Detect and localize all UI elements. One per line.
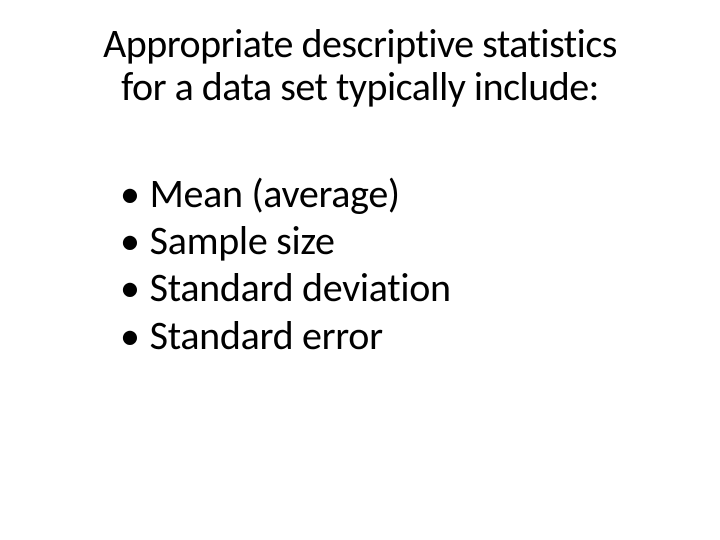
bullet-text: Standard deviation: [150, 264, 451, 311]
bullet-text: Sample size: [150, 217, 335, 264]
list-item: • Mean (average): [120, 170, 640, 217]
bullet-icon: •: [120, 170, 140, 217]
list-item: • Sample size: [120, 217, 640, 264]
title-line-1: Appropriate descriptive statistics: [103, 19, 617, 68]
slide-title: Appropriate descriptive statistics for a…: [0, 22, 720, 108]
list-item: • Standard deviation: [120, 264, 640, 311]
bullet-text: Mean (average): [150, 170, 400, 217]
bullet-icon: •: [120, 217, 140, 264]
bullet-text: Standard error: [150, 312, 383, 359]
list-item: • Standard error: [120, 312, 640, 359]
slide: Appropriate descriptive statistics for a…: [0, 0, 720, 540]
bullet-icon: •: [120, 264, 140, 311]
slide-body: • Mean (average) • Sample size • Standar…: [120, 170, 640, 359]
title-line-2: for a data set typically include:: [121, 62, 599, 111]
bullet-icon: •: [120, 312, 140, 359]
